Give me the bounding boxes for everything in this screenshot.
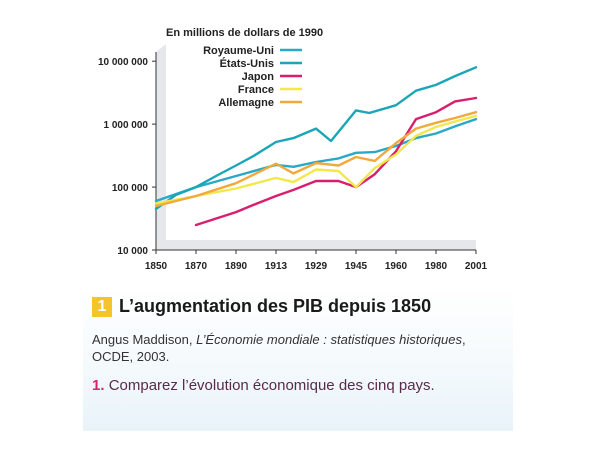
figure-title-row: 1 L’augmentation des PIB depuis 1850 bbox=[92, 296, 431, 317]
figure-title: L’augmentation des PIB depuis 1850 bbox=[119, 296, 432, 316]
x-tick-label: 1929 bbox=[305, 261, 328, 272]
gdp-line-chart: En millions de dollars de 1990 10 000 100… bbox=[98, 27, 488, 272]
series-line-1 bbox=[154, 66, 478, 211]
legend-label: Royaume-Uni bbox=[203, 45, 274, 57]
chart-legend: Royaume-UniÉtats-UnisJaponFranceAllemagn… bbox=[203, 45, 302, 109]
unit-label: En millions de dollars de 1990 bbox=[166, 27, 323, 39]
x-tick-label: 2001 bbox=[465, 261, 488, 272]
source-work: L’Économie mondiale : statistiques histo… bbox=[196, 332, 463, 347]
series-line-4 bbox=[154, 110, 478, 208]
legend-label: France bbox=[238, 84, 274, 96]
x-tick-label: 1980 bbox=[425, 261, 448, 272]
x-tick-label: 1960 bbox=[385, 261, 408, 272]
y-tick-label: 1 000 000 bbox=[104, 120, 149, 131]
x-tick-label: 1850 bbox=[145, 261, 168, 272]
series-line-0 bbox=[154, 117, 478, 203]
question: 1. Comparez l’évolution économique des c… bbox=[92, 376, 502, 395]
question-text: Comparez l’évolution économique des cinq… bbox=[108, 377, 435, 394]
y-tick-group: 10 000 100 000 1 000 000 10 000 000 bbox=[98, 57, 156, 257]
legend-label: Allemagne bbox=[218, 97, 274, 109]
series-line-3 bbox=[154, 114, 478, 205]
x-tick-label: 1945 bbox=[345, 261, 368, 272]
question-number: 1. bbox=[92, 377, 105, 394]
y-tick-label: 100 000 bbox=[112, 183, 149, 194]
y-tick-label: 10 000 000 bbox=[98, 57, 148, 68]
legend-label: Japon bbox=[242, 71, 275, 83]
chart-floor bbox=[156, 240, 476, 250]
series-group bbox=[154, 66, 478, 227]
x-tick-label: 1890 bbox=[225, 261, 248, 272]
source-author: Angus Maddison, bbox=[92, 332, 193, 347]
source-publisher: , OCDE, 2003. bbox=[92, 332, 466, 364]
series-line-2 bbox=[194, 96, 478, 227]
source-citation: Angus Maddison, L’Économie mondiale : st… bbox=[92, 331, 508, 365]
legend-label: États-Unis bbox=[220, 57, 274, 70]
chart-wall bbox=[156, 44, 166, 250]
x-tick-label: 1913 bbox=[265, 261, 288, 272]
x-tick-label: 1870 bbox=[185, 261, 208, 272]
figure-number-badge: 1 bbox=[92, 296, 112, 317]
x-tick-group: 1850 1870 1890 1913 1929 1945 1960 1980 2001 bbox=[145, 250, 488, 272]
y-tick-label: 10 000 bbox=[117, 246, 148, 257]
caption-box bbox=[83, 287, 513, 431]
